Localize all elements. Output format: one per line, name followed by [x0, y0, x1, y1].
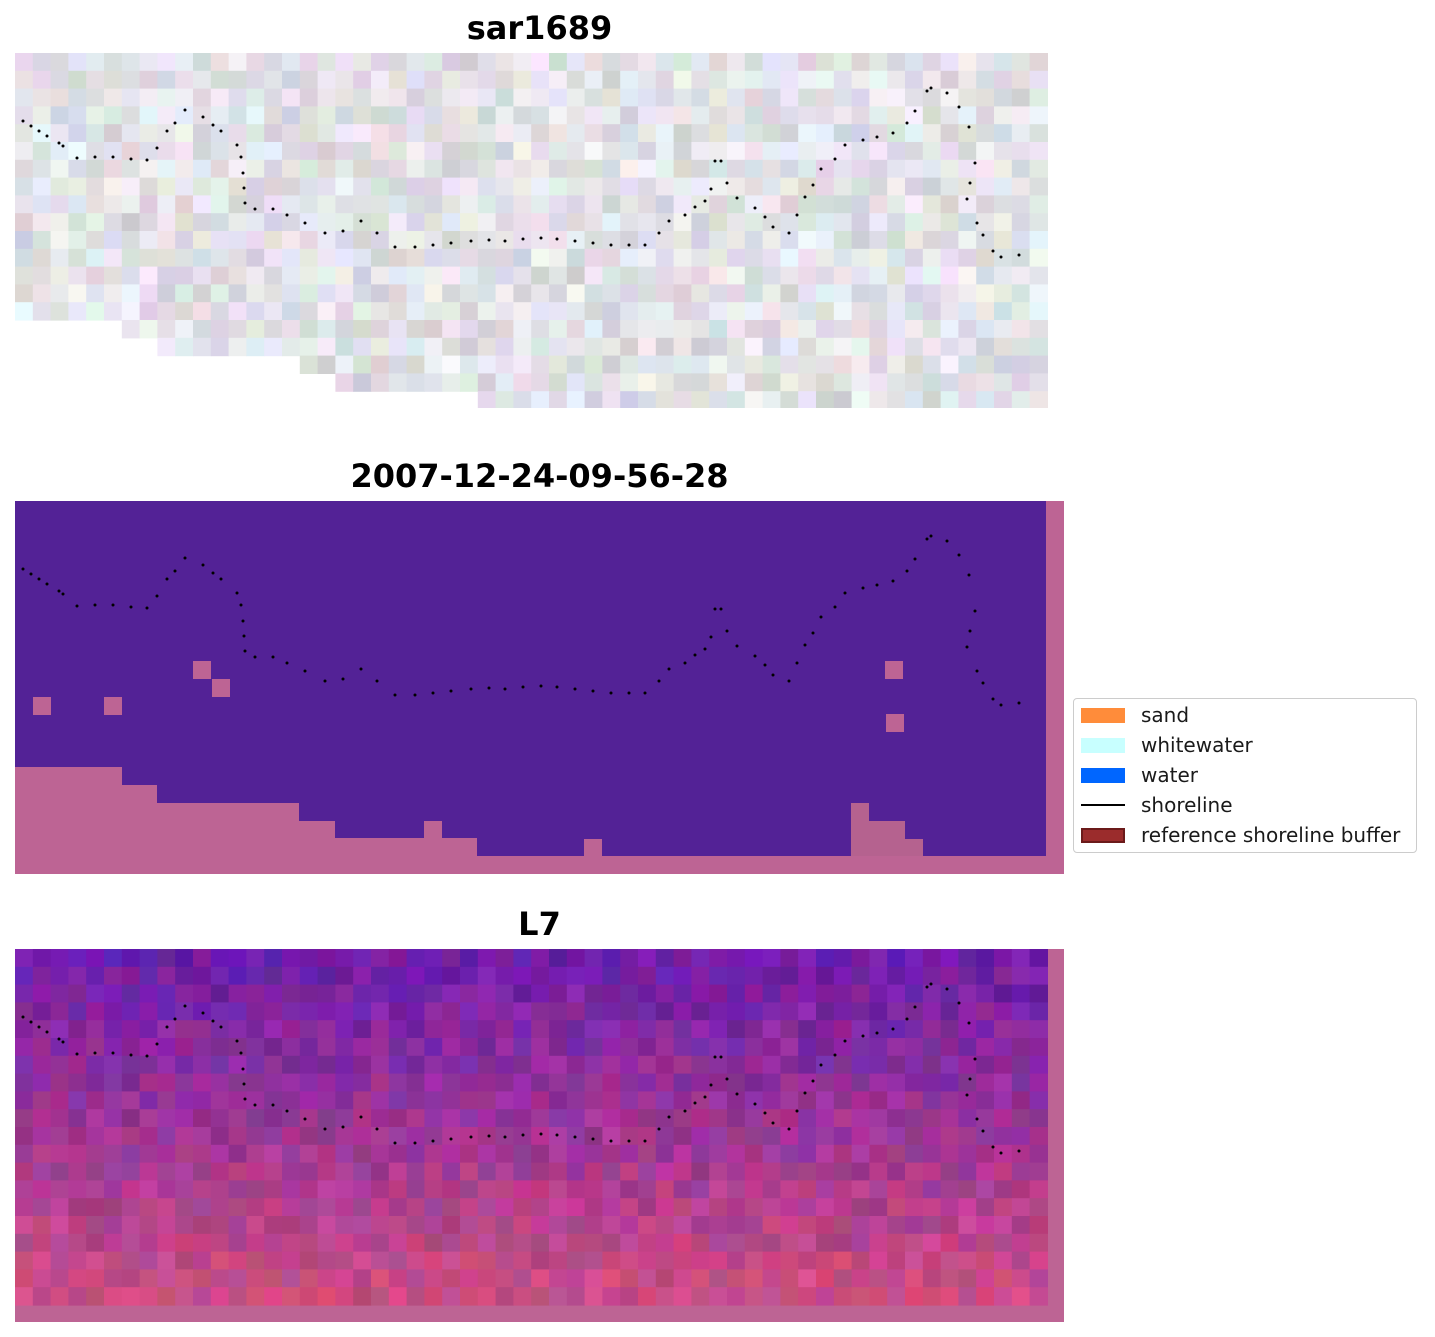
legend-label-reference-buffer: reference shoreline buffer: [1141, 823, 1401, 847]
buffer-step: [477, 856, 1046, 874]
buffer-step: [299, 821, 335, 874]
classification-panel: [15, 501, 1064, 874]
classification-image: [15, 501, 1064, 874]
legend-label-shoreline: shoreline: [1141, 793, 1233, 817]
sar-image: [15, 53, 1048, 408]
buffer-step: [15, 767, 122, 874]
legend-label-whitewater: whitewater: [1141, 733, 1253, 757]
legend-item-water: water: [1081, 763, 1198, 787]
reference-buffer-swatch: [1081, 827, 1125, 843]
buffer-step: [122, 785, 157, 874]
legend-label-sand: sand: [1141, 703, 1190, 727]
legend-item-sand: sand: [1081, 703, 1189, 727]
shoreline-dots: [21, 982, 1021, 1155]
buffer-patch: [869, 821, 905, 856]
buffer-patch: [193, 661, 211, 679]
buffer-patch: [584, 839, 602, 857]
sand-swatch: [1081, 707, 1125, 723]
water-class-region: [15, 501, 1046, 856]
buffer-patch: [886, 714, 904, 732]
panel-title-2: 2007-12-24-09-56-28: [350, 457, 729, 495]
sar-image-panel: [15, 53, 1064, 408]
shoreline-dots: [21, 86, 1021, 259]
buffer-patch: [33, 697, 51, 715]
buffer-step: [157, 803, 299, 874]
shoreline-line-swatch: [1081, 804, 1125, 806]
legend-item-reference-buffer: reference shoreline buffer: [1081, 823, 1400, 847]
panel-title-3: L7: [518, 905, 561, 943]
l7-pixel-grid: [15, 949, 1048, 1306]
l7-overlay-image: [15, 949, 1064, 1322]
legend: sand whitewater water shoreline referenc…: [1073, 698, 1417, 853]
whitewater-swatch: [1081, 737, 1125, 753]
legend-label-water: water: [1141, 763, 1198, 787]
buffer-patch: [104, 697, 122, 715]
panel-title-1: sar1689: [466, 9, 613, 47]
buffer-patch: [212, 679, 230, 697]
water-swatch: [1081, 767, 1125, 783]
l7-overlay-panel: [15, 949, 1064, 1322]
buffer-patch: [424, 821, 442, 839]
sar-pixel-grid: [15, 53, 1048, 408]
legend-item-shoreline: shoreline: [1081, 793, 1233, 817]
buffer-patch: [851, 803, 869, 856]
shoreline-dots: [21, 534, 1021, 707]
buffer-patch: [905, 839, 923, 856]
legend-item-whitewater: whitewater: [1081, 733, 1253, 757]
buffer-step: [335, 838, 477, 874]
buffer-patch: [885, 661, 903, 679]
